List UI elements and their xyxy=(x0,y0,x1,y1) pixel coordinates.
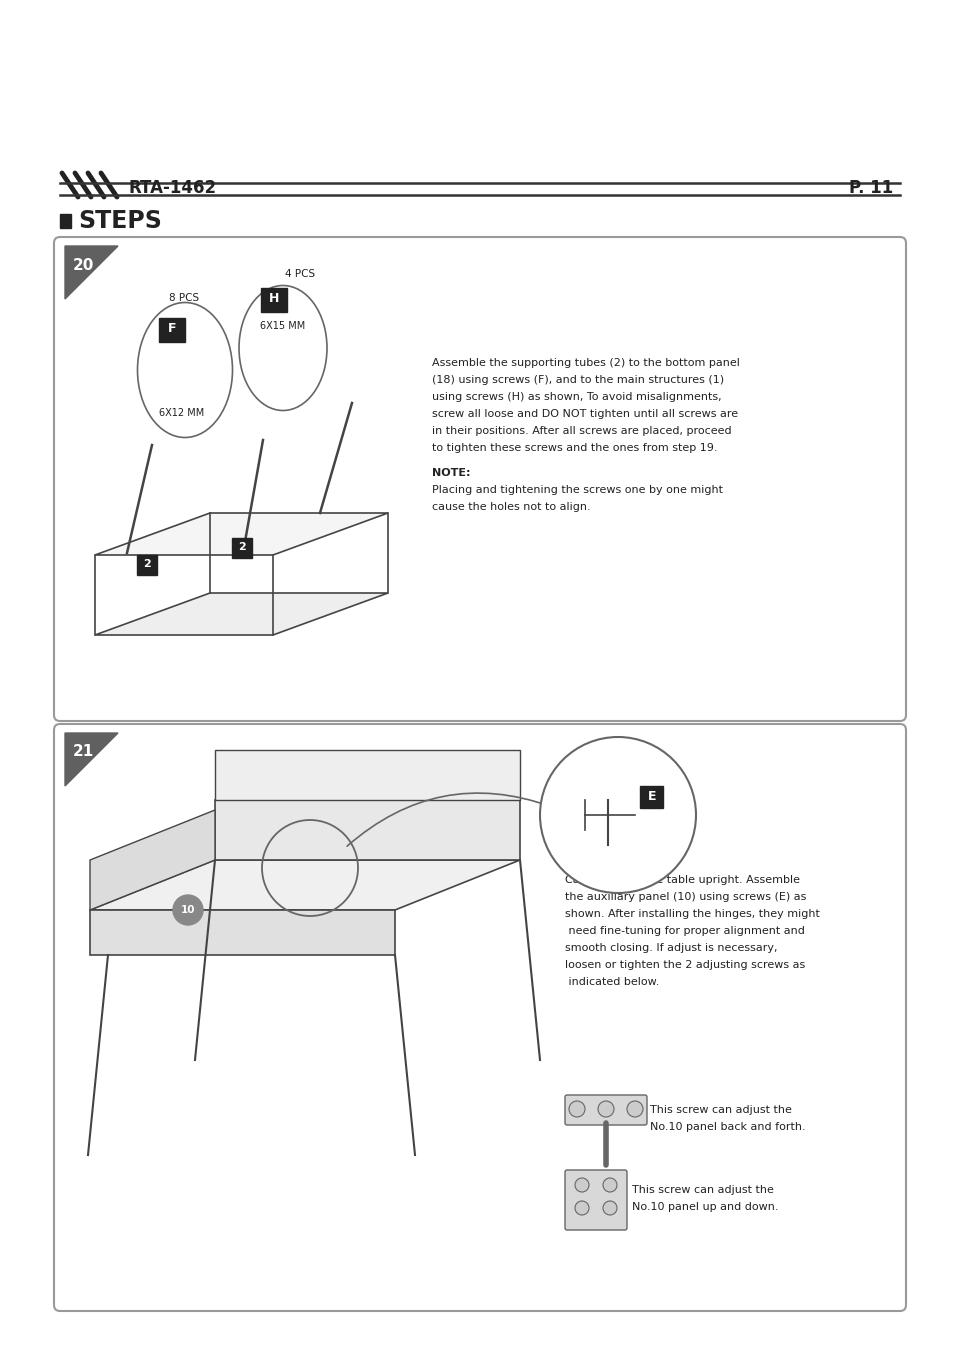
Text: 8 PCS: 8 PCS xyxy=(169,293,199,302)
Text: loosen or tighten the 2 adjusting screws as: loosen or tighten the 2 adjusting screws… xyxy=(564,960,804,971)
Bar xyxy=(60,215,71,228)
Text: Placing and tightening the screws one by one might: Placing and tightening the screws one by… xyxy=(432,485,722,495)
Text: 2: 2 xyxy=(143,559,151,568)
Polygon shape xyxy=(214,751,519,801)
Text: smooth closing. If adjust is necessary,: smooth closing. If adjust is necessary, xyxy=(564,944,777,953)
FancyBboxPatch shape xyxy=(54,238,905,721)
Bar xyxy=(639,786,662,809)
Polygon shape xyxy=(214,801,519,860)
Text: No.10 panel back and forth.: No.10 panel back and forth. xyxy=(649,1122,804,1133)
Circle shape xyxy=(575,1179,588,1192)
Text: 4 PCS: 4 PCS xyxy=(285,269,314,279)
Text: Carefully turn the table upright. Assemble: Carefully turn the table upright. Assemb… xyxy=(564,875,800,886)
Text: need fine-tuning for proper alignment and: need fine-tuning for proper alignment an… xyxy=(564,926,804,936)
Text: indicated below.: indicated below. xyxy=(564,977,659,987)
Text: 10: 10 xyxy=(180,904,195,915)
FancyBboxPatch shape xyxy=(564,1170,626,1230)
Circle shape xyxy=(626,1102,642,1116)
Text: cause the holes not to align.: cause the holes not to align. xyxy=(432,502,590,512)
Polygon shape xyxy=(90,860,519,910)
Text: to tighten these screws and the ones from step 19.: to tighten these screws and the ones fro… xyxy=(432,443,717,454)
Text: (18) using screws (F), and to the main structures (1): (18) using screws (F), and to the main s… xyxy=(432,375,723,385)
Circle shape xyxy=(172,895,203,925)
Text: NOTE:: NOTE: xyxy=(432,468,470,478)
Text: 21: 21 xyxy=(73,744,94,760)
Polygon shape xyxy=(90,810,214,910)
FancyBboxPatch shape xyxy=(54,724,905,1311)
Text: shown. After installing the hinges, they might: shown. After installing the hinges, they… xyxy=(564,909,819,919)
Circle shape xyxy=(575,1202,588,1215)
Text: This screw can adjust the: This screw can adjust the xyxy=(649,1106,791,1115)
Text: E: E xyxy=(647,790,656,802)
Text: No.10 panel up and down.: No.10 panel up and down. xyxy=(631,1202,778,1212)
Text: F: F xyxy=(168,323,176,336)
Text: This screw can adjust the: This screw can adjust the xyxy=(631,1185,773,1195)
Polygon shape xyxy=(65,733,118,786)
Polygon shape xyxy=(90,910,395,954)
Text: RTA-1462: RTA-1462 xyxy=(128,180,216,197)
Polygon shape xyxy=(95,513,388,555)
Text: 6X15 MM: 6X15 MM xyxy=(260,321,305,331)
Circle shape xyxy=(568,1102,584,1116)
Text: screw all loose and DO NOT tighten until all screws are: screw all loose and DO NOT tighten until… xyxy=(432,409,738,418)
Text: STEPS: STEPS xyxy=(78,209,162,234)
Circle shape xyxy=(598,1102,614,1116)
Text: Assemble the supporting tubes (2) to the bottom panel: Assemble the supporting tubes (2) to the… xyxy=(432,358,740,369)
Text: 6X12 MM: 6X12 MM xyxy=(159,408,204,418)
Polygon shape xyxy=(65,246,118,298)
Bar xyxy=(232,539,252,558)
Text: P. 11: P. 11 xyxy=(848,180,892,197)
Bar xyxy=(137,555,157,575)
FancyBboxPatch shape xyxy=(564,1095,646,1125)
Text: the auxiliary panel (10) using screws (E) as: the auxiliary panel (10) using screws (E… xyxy=(564,892,805,902)
Text: H: H xyxy=(269,293,279,305)
Text: 20: 20 xyxy=(73,258,94,273)
Text: in their positions. After all screws are placed, proceed: in their positions. After all screws are… xyxy=(432,427,731,436)
Text: using screws (H) as shown, To avoid misalignments,: using screws (H) as shown, To avoid misa… xyxy=(432,392,720,402)
Circle shape xyxy=(539,737,696,892)
Bar xyxy=(261,288,287,312)
Circle shape xyxy=(602,1202,617,1215)
Bar xyxy=(159,319,185,342)
Circle shape xyxy=(602,1179,617,1192)
Text: 2: 2 xyxy=(238,541,246,552)
Polygon shape xyxy=(95,593,388,634)
